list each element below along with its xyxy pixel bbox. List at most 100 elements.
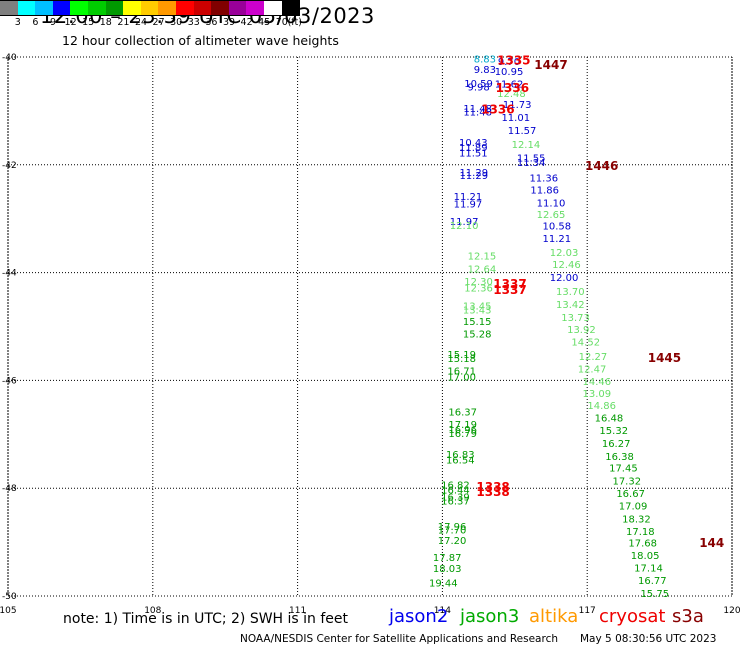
legend-label: 24 — [134, 17, 148, 28]
legend-swatch — [158, 0, 177, 16]
wave-height-value: 9.70 — [498, 57, 520, 68]
wave-height-value: 17.20 — [438, 536, 467, 547]
satellite-label-altika: altika — [529, 606, 579, 627]
wave-height-value: 12.03 — [550, 248, 579, 259]
wave-height-value: 16.71 — [447, 367, 476, 378]
wave-height-value: 10.58 — [542, 222, 571, 233]
wave-height-value: 11.21 — [454, 192, 483, 203]
legend-swatch — [17, 0, 36, 16]
wave-height-value: 18.32 — [622, 514, 651, 525]
wave-height-value: 14.52 — [571, 338, 600, 349]
satellite-label-jason2: jason2 — [389, 606, 449, 627]
wave-height-value: 11.62 — [495, 79, 524, 90]
legend-label: 9 — [49, 17, 57, 28]
wave-height-value: 12.27 — [579, 352, 608, 363]
pass-time-label: 1445 — [648, 351, 681, 365]
wave-height-value: 11.86 — [530, 186, 559, 197]
legend-label: 30 — [170, 17, 183, 28]
legend-label: 33 — [187, 17, 200, 28]
legend-swatch — [193, 0, 212, 16]
wave-height-value: 16.44 — [441, 485, 470, 496]
pass-time-label: 1336 — [481, 103, 514, 117]
wave-height-value: 11.97 — [454, 200, 483, 211]
wave-height-value: 8.83 — [474, 55, 496, 66]
wave-height-value: 17.19 — [448, 420, 477, 431]
legend-label: 36 — [205, 17, 218, 28]
satellite-label-cryosat: cryosat — [599, 606, 666, 627]
lat-tick-label: -50 — [2, 592, 17, 602]
wave-height-value: 17.68 — [628, 539, 657, 550]
legend-unit: (ft) — [287, 17, 302, 28]
wave-height-value: 11.01 — [501, 113, 530, 124]
map-frame — [7, 56, 733, 597]
wave-height-value: 17.09 — [619, 501, 648, 512]
wave-height-value: 11.89 — [459, 143, 488, 154]
wave-height-value: 13.92 — [567, 325, 596, 336]
legend-label: 12 — [64, 17, 77, 28]
wave-height-value: 15.28 — [463, 330, 492, 341]
wave-height-value: 10.95 — [495, 67, 524, 78]
wave-height-value: 16.82 — [441, 480, 470, 491]
wave-height-value: 16.96 — [448, 425, 477, 436]
wave-height-value: 12.64 — [468, 264, 497, 275]
wave-height-value: 13.42 — [556, 300, 585, 311]
lon-tick-label: 111 — [289, 606, 306, 616]
wave-height-value: 17.87 — [433, 553, 462, 564]
wave-height-value: 16.37 — [441, 497, 470, 508]
wave-height-value: 15.15 — [463, 317, 492, 328]
legend-swatch — [105, 0, 124, 16]
legend-swatch — [70, 0, 89, 16]
legend-swatch — [88, 0, 107, 16]
satellite-label-jason3: jason3 — [460, 606, 520, 627]
wave-height-value: 12.48 — [497, 89, 526, 100]
legend-swatch — [211, 0, 230, 16]
pass-time-label: 1336 — [496, 81, 529, 95]
wave-height-value: 11.34 — [517, 158, 546, 169]
wave-height-value: 11.55 — [517, 153, 546, 164]
pass-time-label: 144 — [699, 536, 724, 550]
wave-height-value: 12.15 — [468, 251, 497, 262]
wave-height-value: 18.05 — [631, 551, 660, 562]
pass-time-label: 1338 — [476, 480, 509, 494]
wave-height-value: 16.27 — [602, 439, 631, 450]
wave-height-value: 10.43 — [459, 138, 488, 149]
wave-height-value: 11.73 — [503, 100, 532, 111]
wave-height-value: 11.29 — [459, 171, 488, 182]
legend-label: 3 — [14, 17, 21, 28]
legend-label: 70 — [275, 17, 288, 28]
wave-height-value: 16.39 — [441, 492, 470, 503]
wave-height-value: 13.73 — [561, 313, 590, 324]
lon-tick-label: 114 — [434, 606, 451, 616]
wave-height-value: 16.54 — [446, 456, 475, 467]
page-subtitle: 12 hour collection of altimeter wave hei… — [62, 33, 339, 48]
pass-time-label: 1338 — [476, 485, 509, 499]
wave-height-value: 12.65 — [537, 210, 566, 221]
legend-label: 45 — [258, 17, 271, 28]
generated-timestamp: May 5 08:30:56 UTC 2023 — [580, 633, 717, 645]
pass-time-label: 1337 — [493, 283, 526, 297]
wave-height-value: 11.21 — [542, 234, 571, 245]
wave-height-value: 13.09 — [583, 389, 612, 400]
pass-time-label: 1446 — [585, 159, 618, 173]
wave-height-value: 17.00 — [447, 373, 476, 384]
legend-swatch — [228, 0, 247, 16]
wave-height-value: 10.59 — [464, 79, 493, 90]
wave-height-value: 15.19 — [447, 350, 476, 361]
wave-height-value: 12.46 — [552, 260, 581, 271]
lat-tick-label: -42 — [2, 161, 17, 171]
pass-time-label: 1337 — [493, 277, 526, 291]
wave-height-value: 11.10 — [537, 199, 566, 210]
wave-height-value: 14.46 — [583, 377, 612, 388]
wave-height-value: 12.47 — [578, 365, 607, 376]
wave-height-value: 16.38 — [605, 452, 634, 463]
legend-swatch — [246, 0, 265, 16]
wave-height-value: 15.18 — [447, 354, 476, 365]
wave-height-value: 9.98 — [467, 83, 489, 94]
pass-time-label: 1335 — [497, 54, 530, 68]
wave-height-value: 17.45 — [609, 464, 638, 475]
wave-height-value: 13.70 — [556, 287, 585, 298]
satellite-label-s3a: s3a — [672, 606, 704, 627]
wave-height-value: 17.70 — [438, 526, 467, 537]
wave-height-value: 9.83 — [474, 65, 496, 76]
wave-height-value: 17.14 — [634, 563, 663, 574]
